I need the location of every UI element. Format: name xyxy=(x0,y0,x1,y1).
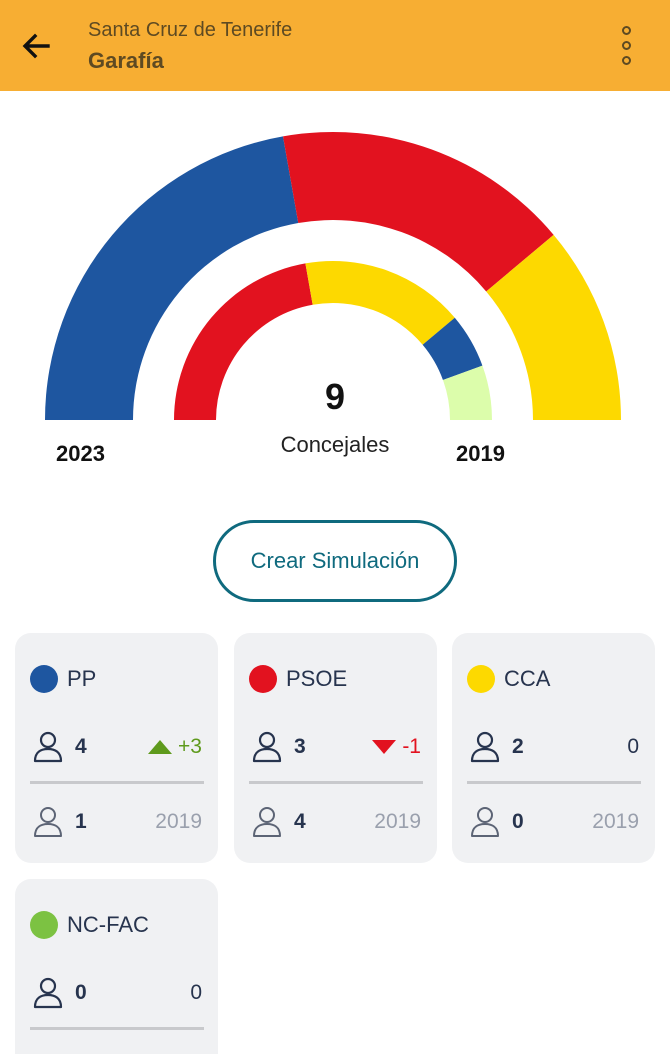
party-card-psoe[interactable]: PSOE 3 -1 4 2019 xyxy=(234,633,437,863)
seat-change: +3 xyxy=(147,735,202,759)
party-name: NC-FAC xyxy=(67,912,149,937)
app-bar: Santa Cruz de Tenerife Garafía xyxy=(0,0,670,91)
more-options-button[interactable] xyxy=(612,22,640,68)
party-name: PP xyxy=(67,666,97,691)
seat-change: 0 xyxy=(627,735,639,759)
seat-chart-svg xyxy=(45,132,621,420)
party-card-header: CCA xyxy=(467,665,550,693)
more-vertical-icon xyxy=(621,25,631,35)
seats-2023: 3 xyxy=(294,735,306,758)
seat-slice-2023-cca xyxy=(486,234,621,420)
seats-2023: 4 xyxy=(75,735,87,758)
more-vertical-icon-dot xyxy=(621,55,631,65)
party-color-dot xyxy=(249,665,277,693)
inner-ring-year: 2019 xyxy=(456,441,505,466)
current-seats-row: 2 0 xyxy=(470,730,639,764)
party-card-pp[interactable]: PP 4 +3 1 2019 xyxy=(15,633,218,863)
seat-change-value: -1 xyxy=(402,735,421,758)
seats-2019: 4 xyxy=(294,810,306,833)
total-seats: 9 xyxy=(324,376,346,417)
seat-change-value: +3 xyxy=(178,735,202,758)
current-seats-row: 4 +3 xyxy=(33,730,202,764)
person-icon xyxy=(33,977,63,1009)
party-name: CCA xyxy=(504,666,551,691)
more-vertical-icon-dot xyxy=(621,40,631,50)
seats-2019: 0 xyxy=(512,810,524,833)
seat-chart: 9 Concejales 2023 2019 xyxy=(0,91,670,511)
seat-slice-2023-psoe xyxy=(282,132,554,292)
previous-seats-row: 4 2019 xyxy=(252,805,421,839)
party-color-dot xyxy=(30,665,58,693)
person-icon xyxy=(471,807,499,837)
card-divider xyxy=(249,781,423,784)
person-icon xyxy=(253,807,281,837)
municipality-title: Garafía xyxy=(88,48,164,73)
previous-seats-row: 1 2019 xyxy=(33,805,202,839)
total-seats-label: Concejales xyxy=(280,432,390,457)
previous-year: 2019 xyxy=(374,810,421,833)
triangle-up-icon xyxy=(148,740,173,754)
previous-seats-row: 0 2019 xyxy=(470,805,639,839)
seat-change-value: 0 xyxy=(627,735,639,758)
party-card-header: PSOE xyxy=(249,665,347,693)
seat-change: -1 xyxy=(371,735,421,759)
header-titles: Santa Cruz de Tenerife Garafía xyxy=(88,18,292,76)
create-simulation-button[interactable]: Crear Simulación xyxy=(213,520,457,602)
back-button[interactable] xyxy=(14,24,58,68)
party-name: PSOE xyxy=(286,666,348,691)
outer-ring-year: 2023 xyxy=(56,441,105,466)
arrow-left-icon xyxy=(22,33,50,59)
seat-change-value: 0 xyxy=(190,981,202,1004)
person-icon xyxy=(470,731,500,763)
seats-2023: 0 xyxy=(75,981,87,1004)
previous-year: 2019 xyxy=(592,810,639,833)
card-divider xyxy=(467,781,641,784)
seats-2023: 2 xyxy=(512,735,524,758)
seat-change: 0 xyxy=(190,981,202,1005)
triangle-down-icon xyxy=(372,740,397,754)
previous-year: 2019 xyxy=(155,810,202,833)
seat-slice-2019-nc-fac xyxy=(442,365,492,420)
party-card-nc-fac[interactable]: NC-FAC 0 0 xyxy=(15,879,218,1054)
seat-slice-2019-psoe xyxy=(174,263,313,420)
province-label: Santa Cruz de Tenerife xyxy=(88,19,293,41)
party-color-dot xyxy=(467,665,495,693)
party-card-cca[interactable]: CCA 2 0 0 2019 xyxy=(452,633,655,863)
current-seats-row: 0 0 xyxy=(33,976,202,1010)
current-seats-row: 3 -1 xyxy=(252,730,421,764)
card-divider xyxy=(30,781,204,784)
party-card-header: PP xyxy=(30,665,96,693)
seat-slice-2019-pp xyxy=(422,317,483,380)
seats-2019: 1 xyxy=(75,810,87,833)
seat-slice-2019-cca xyxy=(305,261,455,345)
party-card-header: NC-FAC xyxy=(30,911,149,939)
person-icon xyxy=(33,731,63,763)
person-icon xyxy=(34,807,62,837)
party-color-dot xyxy=(30,911,58,939)
seat-slice-2023-pp xyxy=(45,136,299,420)
person-icon xyxy=(252,731,282,763)
card-divider xyxy=(30,1027,204,1030)
